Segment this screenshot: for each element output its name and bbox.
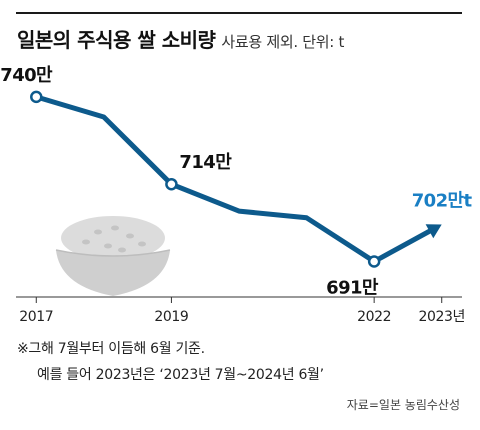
data-label-2019: 714만 [179,152,232,173]
chart-title: 일본의 주식용 쌀 소비량 [17,28,216,52]
rice-bowl-icon [55,216,171,296]
projection-segment [371,228,432,264]
data-label-2017: 740만 [0,65,53,86]
data-point-2019 [165,177,178,191]
x-tick-label-2023: 2023년 [418,309,465,325]
source-credit: 자료=일본 농림수산성 [346,398,460,412]
x-tick-label-2022: 2022 [357,309,391,325]
title-row: 일본의 주식용 쌀 소비량 사료용 제외. 단위: t [17,24,344,53]
data-point-2022 [367,255,381,268]
series-line [33,94,377,264]
data-point-2017 [30,90,43,104]
top-rule [16,12,462,14]
projection-arrowhead [425,224,442,239]
data-label-2023: 702만t [412,191,473,212]
note-line-1: ※그해 7월부터 이듬해 6월 기준. [17,341,205,357]
data-label-2022: 691만 [326,277,379,298]
x-tick-label-2017: 2017 [19,309,53,325]
chart-subtitle: 사료용 제외. 단위: t [221,33,345,51]
note-line-2: 예를 들어 2023년은 ‘2023년 7월~2024년 6월’ [37,367,324,383]
x-tick-label-2019: 2019 [154,309,188,325]
